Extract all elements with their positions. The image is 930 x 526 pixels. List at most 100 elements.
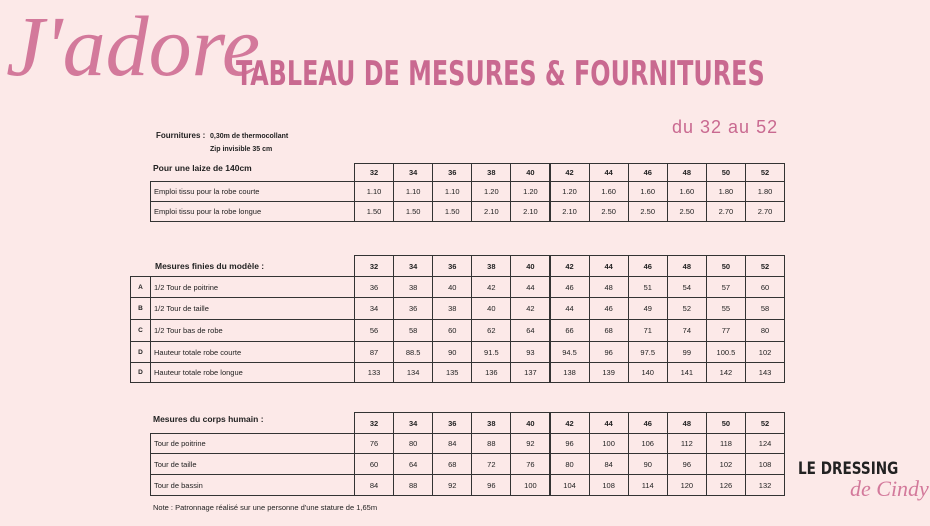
fourniture-item: 0,30m de thermocollant: [210, 133, 289, 140]
cell-value: 1.10: [432, 181, 473, 202]
cell-value: 57: [705, 276, 746, 298]
cell-value: 44: [510, 276, 551, 298]
column-header: 44: [588, 255, 629, 277]
cell-value: 1.20: [510, 181, 551, 202]
cell-value: 106: [627, 433, 668, 454]
cell-value: 132: [745, 474, 786, 496]
column-header: 36: [432, 163, 473, 182]
cell-value: 87: [354, 341, 395, 363]
cell-value: 52: [666, 297, 707, 320]
cell-value: 102: [745, 341, 786, 363]
cell-value: 99: [666, 341, 707, 363]
fourniture-item: Zip invisible 35 cm: [210, 146, 273, 153]
title: TABLEAU DE MESURES & FOURNITURES: [236, 54, 765, 94]
cell-value: 135: [432, 362, 473, 383]
cell-value: 72: [471, 453, 512, 475]
column-header: 40: [510, 163, 551, 182]
brand-script: de Cindy: [850, 476, 929, 501]
cell-value: 84: [588, 453, 629, 475]
column-header: 50: [705, 412, 746, 434]
cell-value: 102: [705, 453, 746, 475]
cell-value: 1.80: [705, 181, 746, 202]
cell-value: 2.10: [510, 201, 551, 222]
cell-value: 100: [510, 474, 551, 496]
column-header: 52: [745, 412, 786, 434]
cell-value: 34: [354, 297, 395, 320]
cell-value: 42: [471, 276, 512, 298]
column-header: 42: [549, 412, 590, 434]
cell-value: 68: [588, 319, 629, 342]
table-title: Mesures finies du modèle :: [155, 261, 265, 271]
subtitle: du 32 au 52: [672, 117, 779, 137]
note: Note : Patronnage réalisé sur une person…: [153, 503, 378, 512]
cell-value: 74: [666, 319, 707, 342]
cell-value: 88: [471, 433, 512, 454]
cell-value: 2.50: [588, 201, 629, 222]
cell-value: 2.10: [549, 201, 590, 222]
cell-value: 100: [588, 433, 629, 454]
row-label: Hauteur totale robe courte: [150, 341, 355, 363]
cell-value: 68: [432, 453, 473, 475]
cell-value: 142: [705, 362, 746, 383]
column-header: 52: [745, 163, 786, 182]
table-title: Pour une laize de 140cm: [153, 163, 252, 173]
cell-value: 93: [510, 341, 551, 363]
row-letter: C: [130, 319, 151, 342]
cell-value: 2.70: [705, 201, 746, 222]
cell-value: 97.5: [627, 341, 668, 363]
row-label: Tour de poitrine: [150, 433, 355, 454]
cell-value: 62: [471, 319, 512, 342]
column-header: 34: [393, 163, 434, 182]
row-letter: B: [130, 297, 151, 320]
cell-value: 40: [432, 276, 473, 298]
cell-value: 66: [549, 319, 590, 342]
cell-value: 134: [393, 362, 434, 383]
cell-value: 96: [549, 433, 590, 454]
cell-value: 80: [745, 319, 786, 342]
table-title: Mesures du corps humain :: [153, 414, 264, 424]
cell-value: 90: [432, 341, 473, 363]
cell-value: 60: [745, 276, 786, 298]
cell-value: 140: [627, 362, 668, 383]
cell-value: 56: [354, 319, 395, 342]
cell-value: 1.10: [354, 181, 395, 202]
cell-value: 60: [432, 319, 473, 342]
column-header: 46: [627, 412, 668, 434]
column-header: 52: [745, 255, 786, 277]
cell-value: 64: [393, 453, 434, 475]
script-logo: J'adore: [6, 0, 261, 94]
cell-value: 84: [432, 433, 473, 454]
row-label: 1/2 Tour de taille: [150, 297, 355, 320]
cell-value: 84: [354, 474, 395, 496]
fournitures-label: Fournitures :: [156, 131, 206, 140]
cell-value: 88.5: [393, 341, 434, 363]
cell-value: 46: [588, 297, 629, 320]
column-header: 38: [471, 255, 512, 277]
column-header: 34: [393, 412, 434, 434]
column-header: 38: [471, 163, 512, 182]
cell-value: 46: [549, 276, 590, 298]
cell-value: 58: [745, 297, 786, 320]
row-label: 1/2 Tour de poitrine: [150, 276, 355, 298]
cell-value: 2.70: [745, 201, 786, 222]
cell-value: 108: [588, 474, 629, 496]
column-header: 50: [705, 163, 746, 182]
row-label: Tour de taille: [150, 453, 355, 475]
column-header: 46: [627, 163, 668, 182]
cell-value: 104: [549, 474, 590, 496]
column-header: 32: [354, 163, 395, 182]
cell-value: 80: [549, 453, 590, 475]
cell-value: 92: [432, 474, 473, 496]
cell-value: 1.20: [471, 181, 512, 202]
row-letter: A: [130, 276, 151, 298]
cell-value: 49: [627, 297, 668, 320]
column-header: 38: [471, 412, 512, 434]
cell-value: 100.5: [705, 341, 746, 363]
column-header: 36: [432, 412, 473, 434]
cell-value: 80: [393, 433, 434, 454]
cell-value: 96: [471, 474, 512, 496]
cell-value: 141: [666, 362, 707, 383]
cell-value: 133: [354, 362, 395, 383]
row-label: 1/2 Tour bas de robe: [150, 319, 355, 342]
